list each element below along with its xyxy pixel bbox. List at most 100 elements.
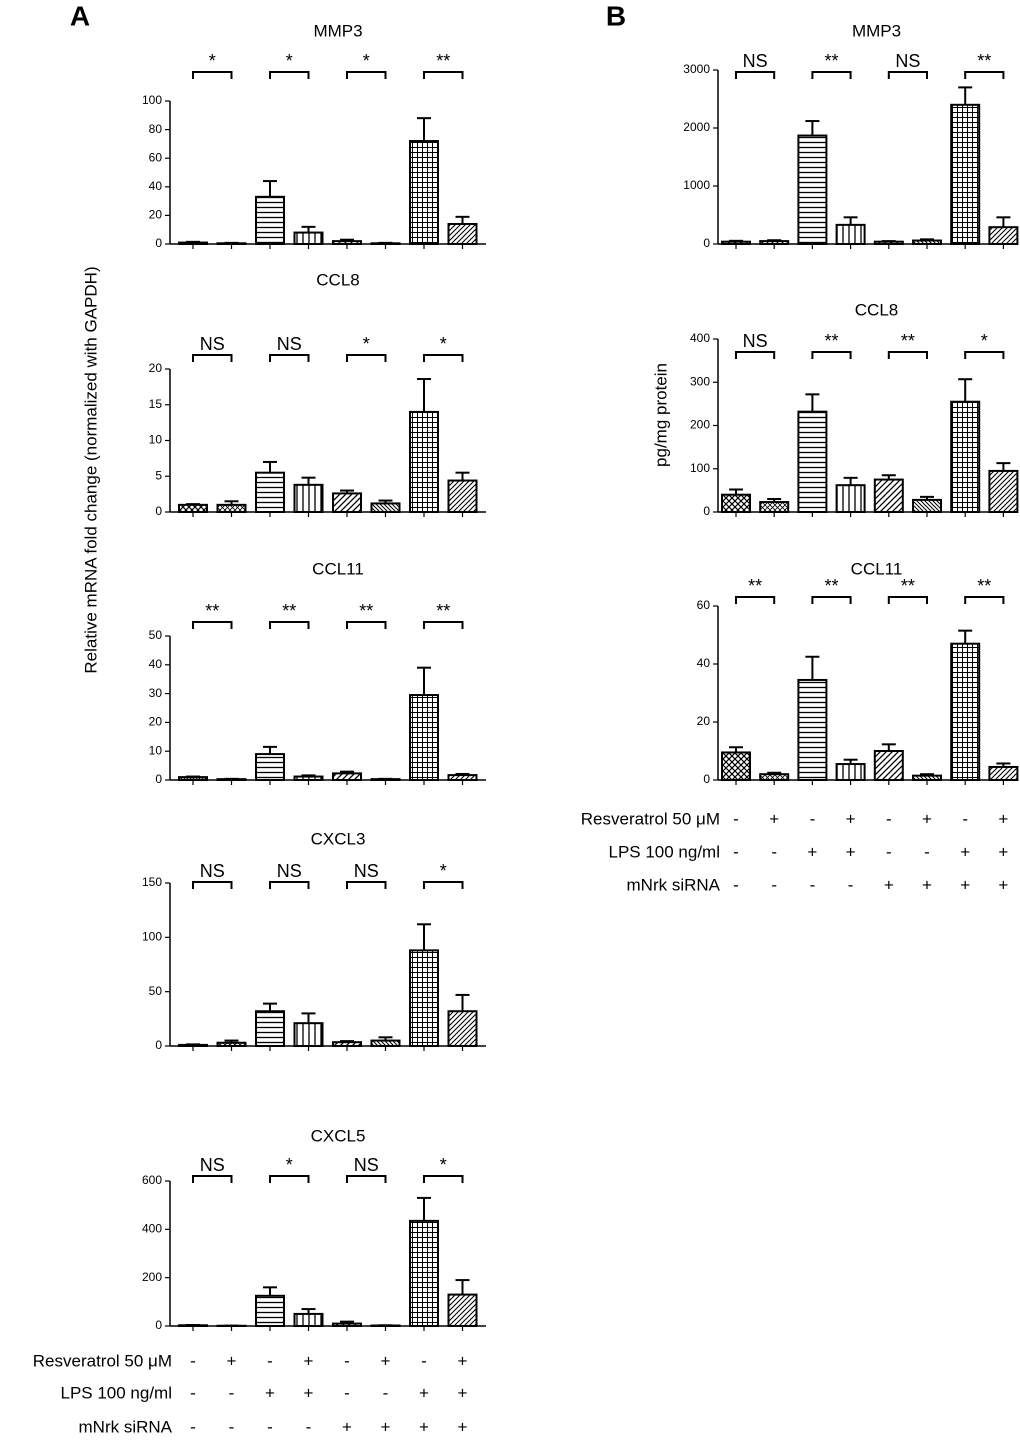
- condition-sign: -: [306, 1417, 312, 1436]
- significance-bracket: [811, 71, 852, 79]
- bar: [370, 778, 401, 781]
- condition-sign: -: [886, 842, 892, 861]
- y-tick-label: 200: [142, 1270, 162, 1284]
- bar: [447, 479, 478, 514]
- y-tick-label: 200: [690, 418, 710, 432]
- condition-sign: -: [810, 875, 816, 894]
- significance-bracket: [423, 621, 464, 629]
- y-tick-label: 40: [697, 656, 711, 670]
- significance-bracket: [346, 621, 387, 629]
- chart-title: CCL8: [855, 300, 898, 319]
- y-tick-label: 50: [149, 628, 163, 642]
- panel-letter: A: [70, 0, 90, 31]
- significance-bracket: [192, 621, 233, 629]
- significance-bracket: [735, 596, 776, 604]
- bar: [950, 642, 981, 782]
- bar: [255, 753, 285, 782]
- significance-label: **: [282, 601, 296, 621]
- y-tick-label: 60: [149, 150, 163, 164]
- y-tick-label: 300: [690, 374, 710, 388]
- bar: [721, 751, 751, 782]
- panel-letter: B: [606, 0, 626, 31]
- condition-sign: -: [733, 842, 739, 861]
- bar: [912, 498, 942, 514]
- bar: [178, 776, 208, 781]
- significance-bracket: [192, 71, 233, 79]
- bar: [873, 750, 904, 781]
- y-tick-label: 0: [155, 236, 162, 250]
- bar: [293, 231, 324, 245]
- bar: [293, 483, 324, 513]
- y-tick-label: 3000: [683, 62, 710, 76]
- significance-label: **: [901, 331, 915, 351]
- significance-bracket: [269, 71, 310, 79]
- condition-sign: -: [886, 809, 892, 828]
- y-tick-label: 80: [149, 122, 163, 136]
- bar: [759, 773, 790, 782]
- condition-sign: +: [419, 1417, 429, 1436]
- condition-sign: +: [458, 1383, 468, 1402]
- condition-sign: +: [846, 809, 856, 828]
- significance-label: **: [824, 51, 838, 71]
- condition-sign: +: [998, 875, 1008, 894]
- significance-bracket: [735, 71, 776, 79]
- bar: [950, 103, 981, 245]
- y-tick-label: 0: [703, 236, 710, 250]
- significance-bracket: [964, 71, 1005, 79]
- bar: [835, 763, 866, 781]
- bar: [255, 1294, 285, 1327]
- condition-sign: +: [265, 1383, 275, 1402]
- condition-sign: +: [769, 809, 779, 828]
- y-tick-label: 50: [149, 984, 163, 998]
- y-tick-label: 30: [149, 686, 163, 700]
- condition-sign: +: [998, 809, 1008, 828]
- bar: [759, 240, 790, 246]
- significance-bracket: [735, 351, 776, 359]
- significance-bracket: [346, 1175, 387, 1183]
- y-tick-label: 60: [697, 598, 711, 612]
- significance-label: NS: [277, 861, 302, 881]
- condition-sign: +: [998, 842, 1008, 861]
- chart-title: MMP3: [313, 21, 362, 40]
- significance-label: **: [205, 601, 219, 621]
- bar: [759, 501, 790, 513]
- significance-label: **: [901, 576, 915, 596]
- bar: [178, 241, 208, 246]
- bar: [216, 1041, 247, 1047]
- y-tick-label: 40: [149, 657, 163, 671]
- bar: [950, 400, 981, 513]
- condition-sign: +: [960, 842, 970, 861]
- y-tick-label: 10: [149, 433, 163, 447]
- y-axis-label: pg/mg protein: [651, 363, 670, 467]
- y-tick-label: 0: [155, 504, 162, 518]
- condition-sign: -: [810, 809, 816, 828]
- bar: [835, 484, 866, 513]
- significance-label: *: [209, 51, 216, 71]
- bar: [255, 195, 285, 245]
- chart-title: CCL11: [851, 559, 903, 578]
- bar: [178, 1043, 208, 1047]
- y-tick-label: 400: [690, 331, 710, 345]
- y-tick-label: 100: [690, 461, 710, 475]
- condition-sign: +: [884, 875, 894, 894]
- significance-label: **: [824, 576, 838, 596]
- chart-title: CXCL5: [311, 1126, 366, 1145]
- bar: [370, 242, 401, 246]
- significance-label: NS: [743, 51, 768, 71]
- y-tick-label: 0: [155, 772, 162, 786]
- bar: [988, 469, 1019, 514]
- y-tick-label: 20: [697, 714, 711, 728]
- bar: [332, 1322, 362, 1328]
- condition-sign: -: [924, 842, 930, 861]
- condition-label: mNrk siRNA: [627, 875, 721, 894]
- condition-sign: +: [419, 1383, 429, 1402]
- bar: [332, 1041, 362, 1047]
- condition-label: mNrk siRNA: [79, 1417, 173, 1436]
- significance-bracket: [192, 354, 233, 362]
- bar: [447, 1010, 478, 1048]
- significance-label: **: [824, 331, 838, 351]
- bar: [797, 410, 828, 513]
- significance-bracket: [887, 351, 928, 359]
- condition-sign: -: [190, 1383, 196, 1402]
- significance-label: **: [977, 51, 991, 71]
